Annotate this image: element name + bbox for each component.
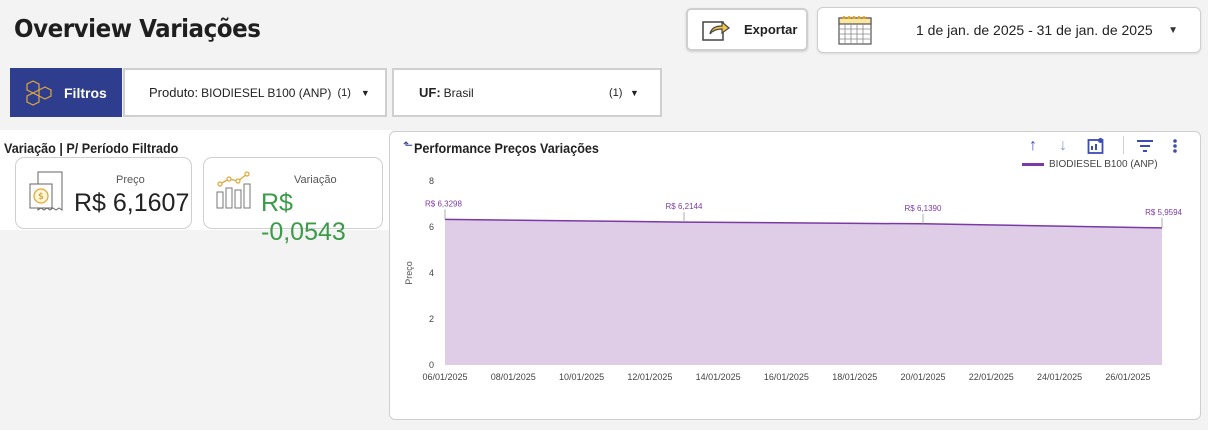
data-label: R$ 6,2144: [666, 202, 703, 211]
legend-label: BIODIESEL B100 (ANP): [1049, 159, 1158, 170]
chart-legend: BIODIESEL B100 (ANP): [1022, 159, 1158, 170]
preco-value: R$ 6,1607: [74, 189, 190, 217]
legend-swatch: [1022, 163, 1044, 166]
x-tick-label: 10/01/2025: [559, 372, 604, 382]
chevron-down-icon: ▼: [630, 87, 639, 98]
y-axis-label: Preço: [404, 261, 414, 285]
x-tick-label: 26/01/2025: [1105, 372, 1150, 382]
filter-lines-icon[interactable]: [1136, 139, 1154, 153]
y-tick-label: 8: [429, 176, 434, 186]
variacao-label: Variação: [294, 174, 337, 186]
date-range-value: 1 de jan. de 2025 - 31 de jan. de 2025: [916, 22, 1153, 38]
data-label: R$ 5,9594: [1145, 208, 1182, 217]
uf-value: Brasil: [443, 85, 474, 100]
variacao-section-title: Variação | P/ Período Filtrado: [4, 140, 179, 156]
x-tick-label: 18/01/2025: [832, 372, 877, 382]
filters-button[interactable]: Filtros: [10, 68, 122, 117]
x-tick-label: 12/01/2025: [627, 372, 672, 382]
x-tick-label: 20/01/2025: [900, 372, 945, 382]
page-title: Overview Variações: [14, 14, 261, 43]
y-tick-label: 0: [429, 360, 434, 370]
variacao-value: R$ -0,0543: [261, 189, 346, 246]
x-tick-label: 24/01/2025: [1037, 372, 1082, 382]
y-tick-label: 6: [429, 222, 434, 232]
data-label: R$ 6,1390: [905, 204, 942, 213]
x-tick-label: 06/01/2025: [422, 372, 467, 382]
uf-key: UF:: [419, 85, 441, 100]
x-tick-label: 22/01/2025: [969, 372, 1014, 382]
uf-filter-dropdown[interactable]: UF: Brasil (1) ▼: [392, 68, 662, 117]
produto-filter-dropdown[interactable]: Produto: BIODIESEL B100 (ANP) (1) ▼: [123, 68, 387, 117]
x-tick-label: 16/01/2025: [764, 372, 809, 382]
preco-label: Preço: [116, 174, 145, 186]
area-chart: Preço 0 2 4 6 8 06/01/2025 08/01/2025 10/01/2025…: [404, 176, 1183, 382]
svg-text:$: $: [38, 192, 44, 202]
produto-key: Produto:: [149, 85, 199, 100]
data-label: R$ 6,3298: [425, 199, 462, 208]
preco-kpi-card: $ Preço R$ 6,1607: [15, 157, 192, 229]
series-area: [445, 219, 1162, 365]
insights-chart-icon[interactable]: [1087, 137, 1105, 155]
filters-label: Filtros: [64, 84, 107, 101]
toolbar-divider: [1123, 136, 1124, 154]
chart-title: Performance Preços Variações: [414, 140, 599, 156]
chevron-down-icon: ▼: [1168, 24, 1178, 36]
variacao-kpi-card: Variação R$ -0,0543: [203, 157, 383, 246]
chevron-down-icon: ▼: [360, 87, 370, 98]
receipt-dollar-icon: $: [29, 171, 63, 211]
drill-up-icon[interactable]: ⬑: [403, 138, 414, 152]
calendar-icon: [838, 16, 872, 45]
share-export-icon: [702, 20, 730, 41]
arrow-up-icon[interactable]: ↑: [1029, 137, 1037, 154]
series-line: [444, 218, 1163, 229]
bar-trend-icon: [216, 171, 251, 209]
y-tick-label: 2: [429, 314, 434, 324]
x-tick-label: 14/01/2025: [696, 372, 741, 382]
x-tick-label: 08/01/2025: [491, 372, 536, 382]
export-label: Exportar: [744, 22, 798, 37]
produto-value: BIODIESEL B100 (ANP): [201, 85, 332, 100]
produto-count: (1): [337, 86, 351, 99]
y-tick-label: 4: [429, 268, 434, 278]
more-vertical-icon[interactable]: [1172, 138, 1178, 154]
date-range-picker[interactable]: 1 de jan. de 2025 - 31 de jan. de 2025 ▼: [817, 7, 1201, 53]
export-button[interactable]: Exportar: [686, 8, 808, 51]
arrow-down-icon[interactable]: ↓: [1059, 137, 1067, 154]
uf-count: (1): [609, 86, 623, 99]
hexagon-network-icon: [26, 79, 52, 106]
